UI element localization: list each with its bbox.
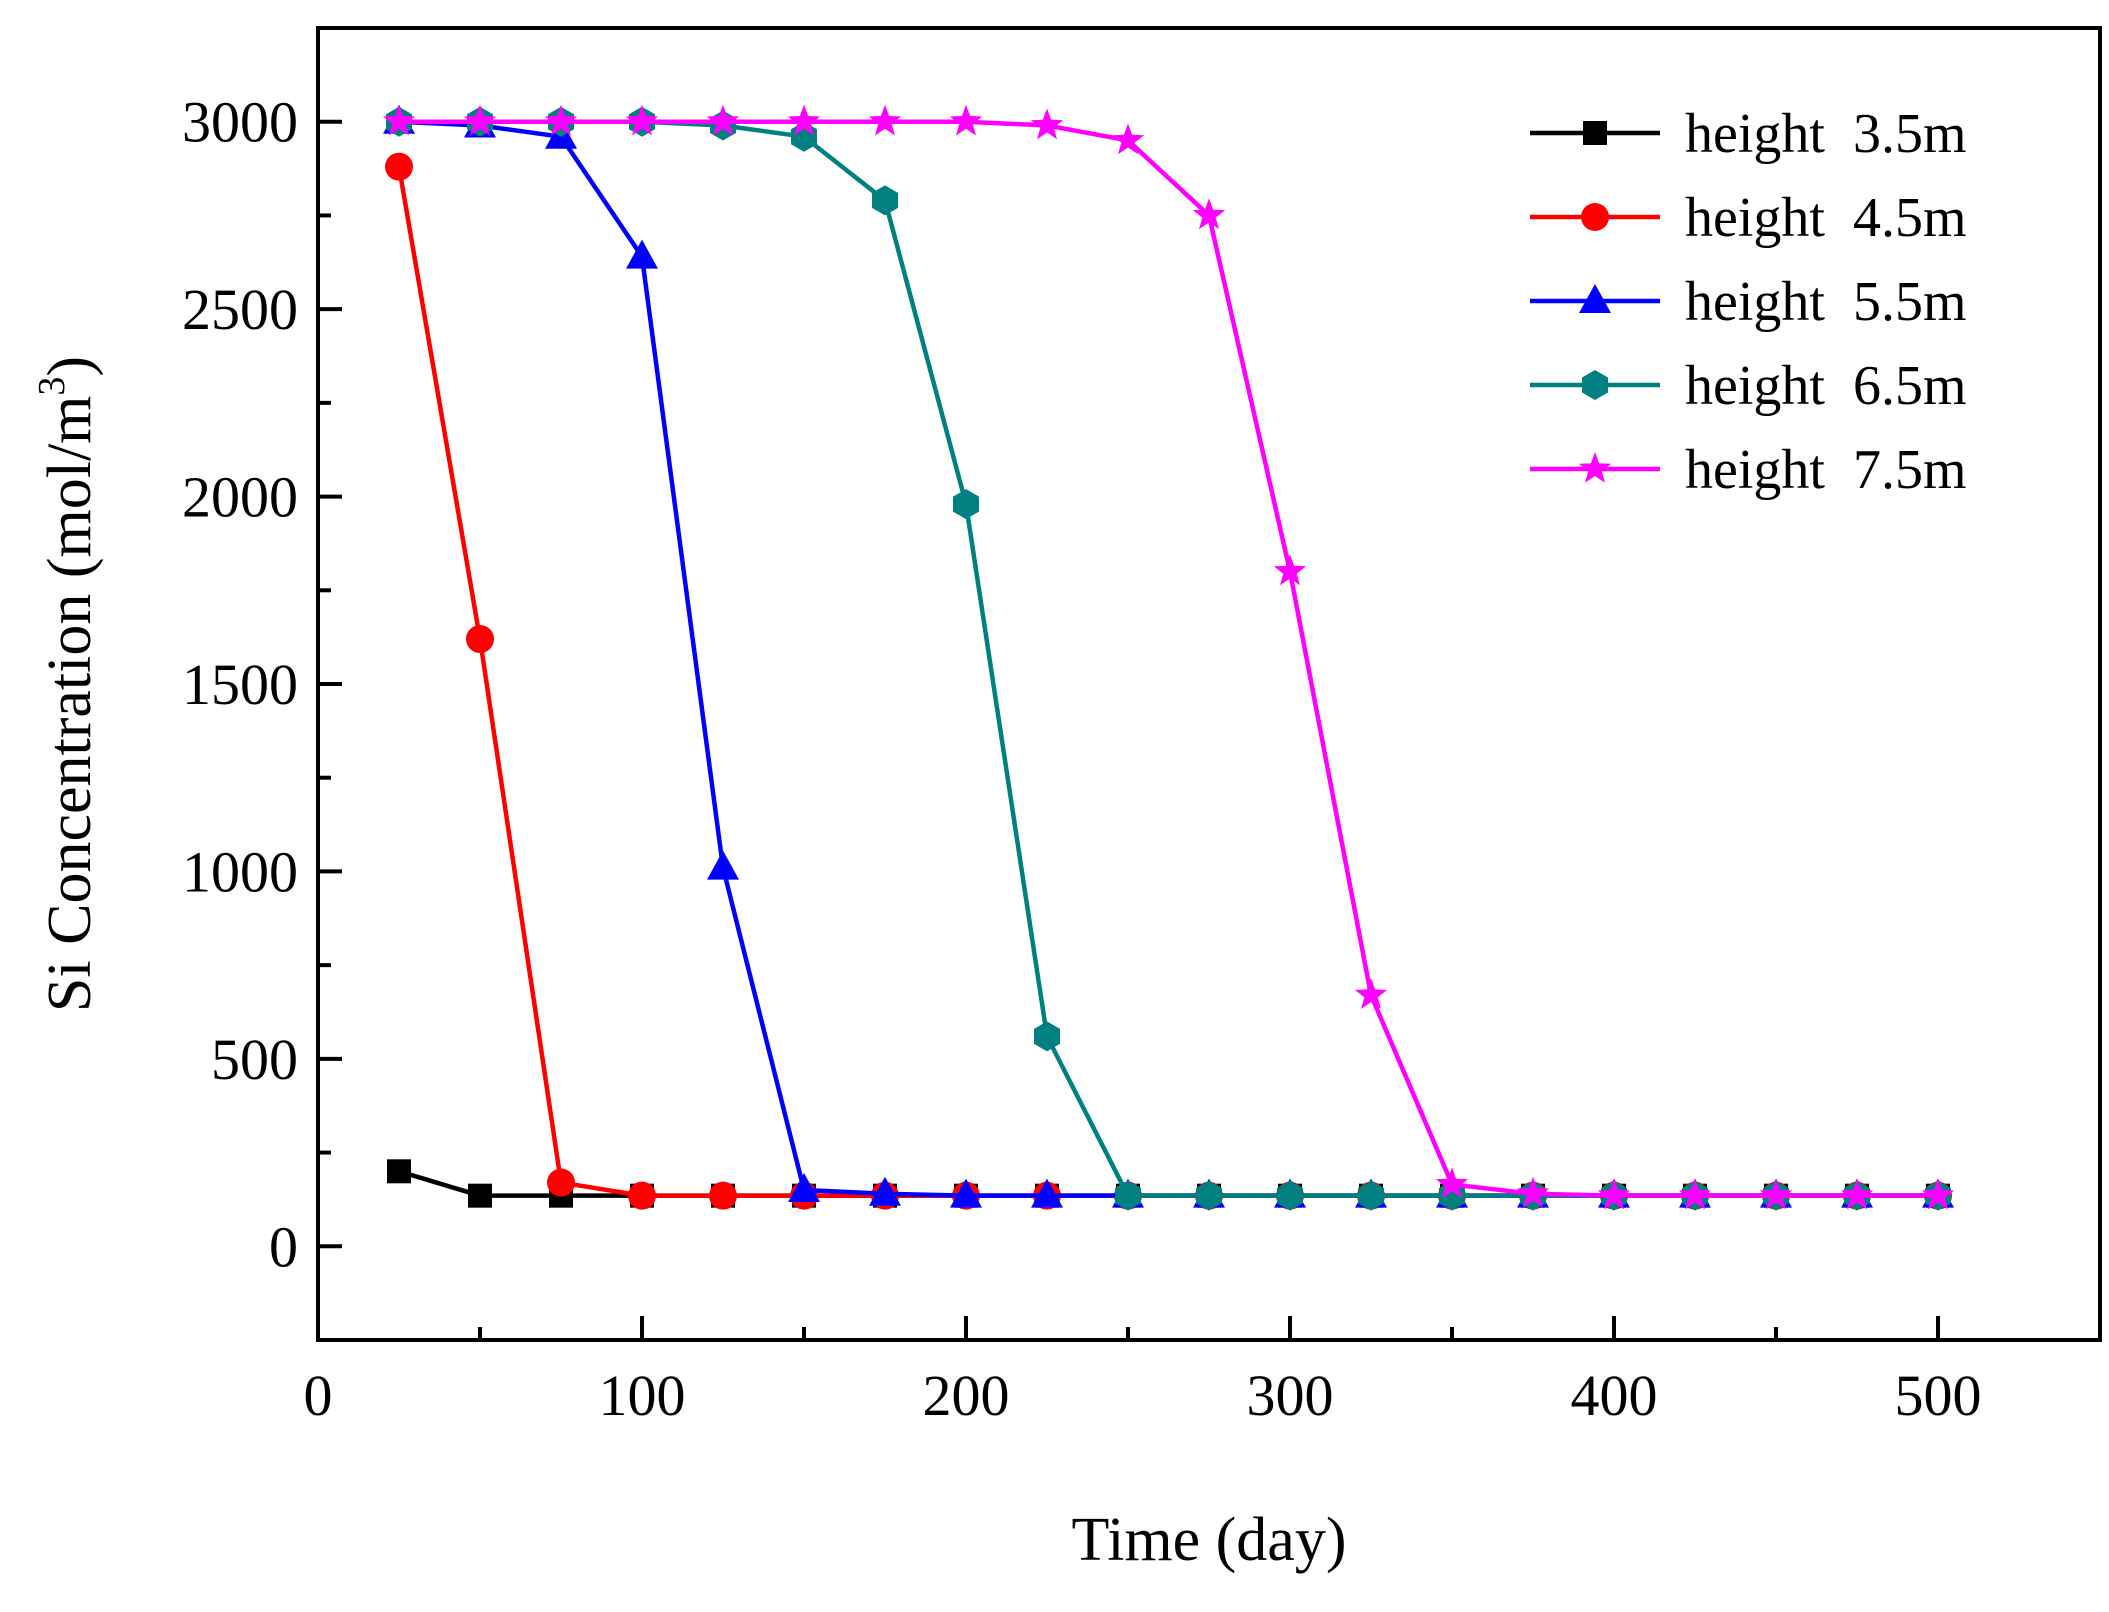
legend-item: height 3.5m [1530,103,1967,165]
x-tick-label: 500 [1895,1363,1982,1428]
legend-marker [1578,452,1612,483]
y-tick-label: 1500 [182,652,298,717]
x-tick-label: 0 [304,1363,333,1428]
data-point [544,104,578,136]
legend-item: height 7.5m [1530,439,1967,501]
data-point [950,1178,982,1208]
y-axis-ticks: 0 500 1000 1500 2000 2500 3000 [182,26,342,1342]
data-point [1358,1180,1384,1211]
legend-label: height 5.5m [1685,271,1967,333]
data-point [387,1159,411,1184]
legend-marker [1579,284,1611,313]
legend-marker [1583,121,1607,145]
data-point [1192,198,1226,230]
y-tick-label: 2000 [182,465,298,530]
data-point [706,104,740,136]
x-axis-title: Time (day) [1072,1506,1347,1574]
legend-label: height 3.5m [1685,103,1967,165]
data-point [1354,978,1388,1009]
data-point [707,850,739,880]
data-point [1031,1178,1063,1208]
y-axis-title-close: ) [36,356,104,377]
data-point [1273,554,1307,586]
data-point [872,185,898,216]
data-point [1034,1021,1060,1052]
legend-marker [1581,203,1609,231]
series-line [399,119,1938,1198]
x-tick-label: 400 [1571,1363,1658,1428]
series-layer [382,104,1955,1211]
y-tick-label: 1000 [182,839,298,904]
data-point [466,625,494,654]
data-point [1435,1167,1469,1199]
data-point [463,104,497,136]
y-axis-title-main: Si Concentration (mol/m [36,396,104,1013]
y-tick-label: 2500 [182,277,298,342]
legend: height 3.5m height 4.5m height 5.5m height … [1530,103,1967,501]
y-axis-title-superscript: 3 [31,377,73,396]
legend-label: height 4.5m [1685,187,1967,249]
data-point [625,104,659,136]
series-1 [387,1159,1950,1208]
data-point [1840,1178,1874,1210]
x-tick-label: 300 [1247,1363,1334,1428]
data-point [868,104,902,136]
legend-marker [1582,370,1608,400]
x-tick-label: 200 [923,1363,1010,1428]
data-point [953,489,979,520]
y-axis-title: Si Concentration (mol/m3) [31,356,104,1012]
data-point [626,239,658,269]
legend-item: height 5.5m [1530,271,1967,333]
y-tick-label: 0 [269,1214,298,1279]
data-point [709,1181,737,1210]
data-point [385,152,413,181]
data-point [1115,1180,1141,1211]
legend-label: height 7.5m [1685,439,1967,501]
y-tick-label: 500 [211,1027,298,1092]
data-point [547,1168,575,1197]
data-point [468,1183,492,1208]
data-point [787,104,821,136]
data-point [869,1176,901,1206]
data-point [1516,1176,1550,1208]
legend-item: height 4.5m [1530,187,1967,249]
y-tick-label: 3000 [182,90,298,155]
data-point [1196,1180,1222,1211]
data-point [1030,108,1064,140]
data-point [628,1181,656,1210]
x-axis-ticks: 0 100 200 300 400 500 [304,1316,2102,1428]
data-point [1759,1178,1793,1210]
data-point [382,104,416,136]
data-point [1277,1180,1303,1211]
data-point [1921,1178,1955,1210]
data-point [1111,123,1145,155]
x-tick-label: 100 [599,1363,686,1428]
series-5 [382,104,1955,1210]
legend-item: height 6.5m [1530,355,1967,417]
data-point [788,1173,820,1203]
legend-label: height 6.5m [1685,355,1967,417]
data-point [949,104,983,136]
data-point [1597,1178,1631,1210]
data-point [1678,1178,1712,1210]
